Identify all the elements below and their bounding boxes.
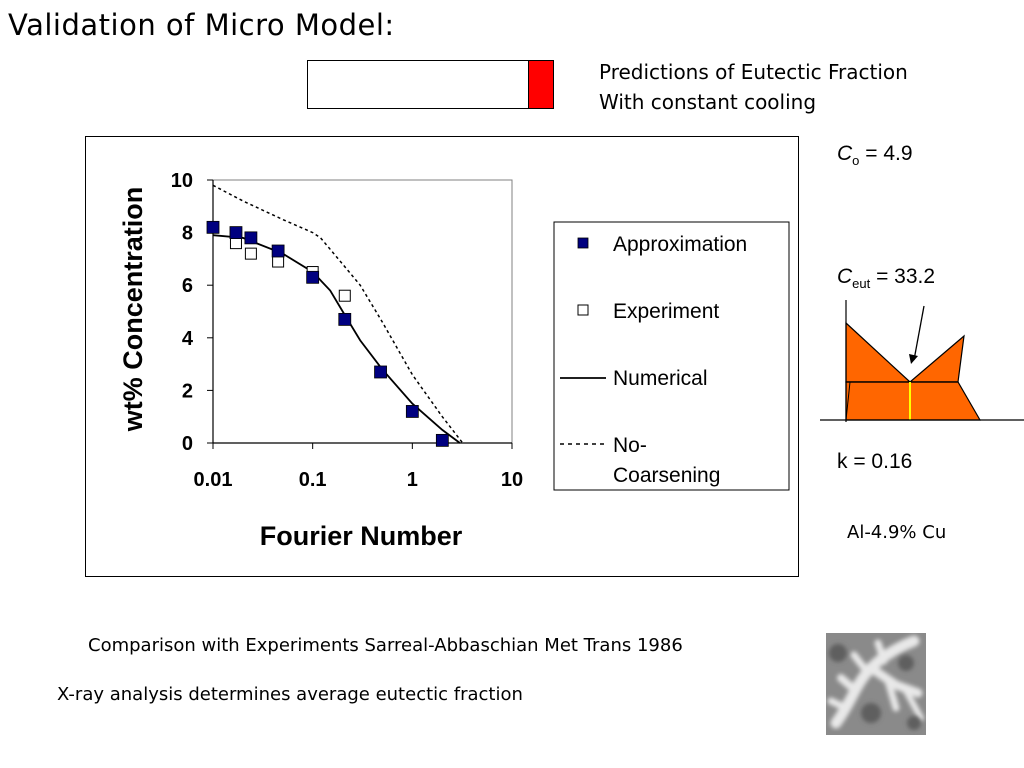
no-coarsening-line (212, 184, 464, 444)
xray-caption: X-ray analysis determines average eutect… (57, 684, 523, 705)
approximation-point (271, 244, 285, 258)
legend-numerical-label: Numerical (613, 367, 708, 390)
phase-diagram (820, 300, 1024, 422)
x-tick-label: 10 (501, 469, 523, 491)
eutectic-fraction-bar (307, 60, 554, 109)
arrow-head (909, 354, 918, 364)
predictions-caption: Predictions of Eutectic Fraction With co… (599, 57, 908, 117)
legend-box (553, 221, 790, 491)
eutectic-fraction-fill (527, 61, 553, 108)
ceut-symbol: C (837, 265, 853, 288)
phase-diagram-lower-region (845, 381, 982, 421)
chart-panel: 0 2 4 6 8 10 0.01 0.1 1 10 Fourier Number wt% Conce… (85, 136, 799, 577)
slide-title: Validation of Micro Model: (8, 8, 395, 42)
x-tick-label: 1 (407, 469, 418, 491)
co-label: Co = 4.9 (837, 142, 913, 168)
concentration-chart: 0 2 4 6 8 10 0.01 0.1 1 10 Fourier Number wt% Conce… (118, 170, 790, 551)
co-value: = 4.9 (859, 142, 913, 165)
comparison-caption: Comparison with Experiments Sarreal-Abba… (88, 635, 683, 656)
alloy-label: Al-4.9% Cu (847, 522, 947, 543)
y-axis-label: wt% Concentration (118, 187, 148, 433)
legend-experiment-label: Experiment (613, 300, 719, 323)
legend-no-coarsening-label-line1: No- (613, 434, 647, 457)
approximation-point (306, 270, 320, 284)
k-label: k = 0.16 (837, 450, 913, 473)
x-axis-label: Fourier Number (260, 521, 463, 551)
approximation-point (435, 433, 449, 447)
ceut-value: = 33.2 (870, 265, 936, 288)
co-symbol: C (837, 142, 853, 165)
legend-experiment-marker (577, 304, 589, 316)
experiment-point (244, 247, 257, 260)
plot-area (212, 179, 513, 444)
microstructure-image (826, 633, 926, 735)
predictions-line1: Predictions of Eutectic Fraction (599, 60, 908, 84)
approximation-point (338, 312, 352, 326)
legend-approximation-label: Approximation (613, 233, 747, 256)
predictions-line2: With constant cooling (599, 90, 817, 114)
phase-diagram-upper-region (845, 321, 965, 383)
y-tick-label: 4 (182, 328, 194, 350)
arrow-shaft (913, 305, 925, 361)
experiment-point (272, 255, 285, 268)
approximation-point (244, 231, 258, 245)
legend-no-coarsening-label-line2: Coarsening (613, 464, 720, 487)
approximation-point (374, 365, 387, 379)
numerical-line (212, 234, 461, 444)
experiment-point (338, 289, 351, 302)
approximation-point (206, 220, 220, 234)
y-tick-label: 0 (182, 433, 193, 455)
y-tick-label: 2 (182, 380, 193, 402)
approximation-point (405, 405, 419, 418)
x-tick-label: 0.01 (194, 469, 233, 491)
y-tick-label: 10 (171, 170, 193, 192)
experiment-point (229, 237, 242, 250)
co-subscript: o (852, 153, 860, 169)
ceut-subscript: eut (852, 276, 871, 292)
x-tick-label: 0.1 (299, 469, 327, 491)
y-tick-label: 6 (182, 275, 193, 297)
ceut-label: Ceut = 33.2 (837, 265, 935, 291)
y-tick-label: 8 (182, 223, 193, 245)
approximation-point (229, 226, 243, 239)
legend-approximation-marker (577, 237, 589, 249)
